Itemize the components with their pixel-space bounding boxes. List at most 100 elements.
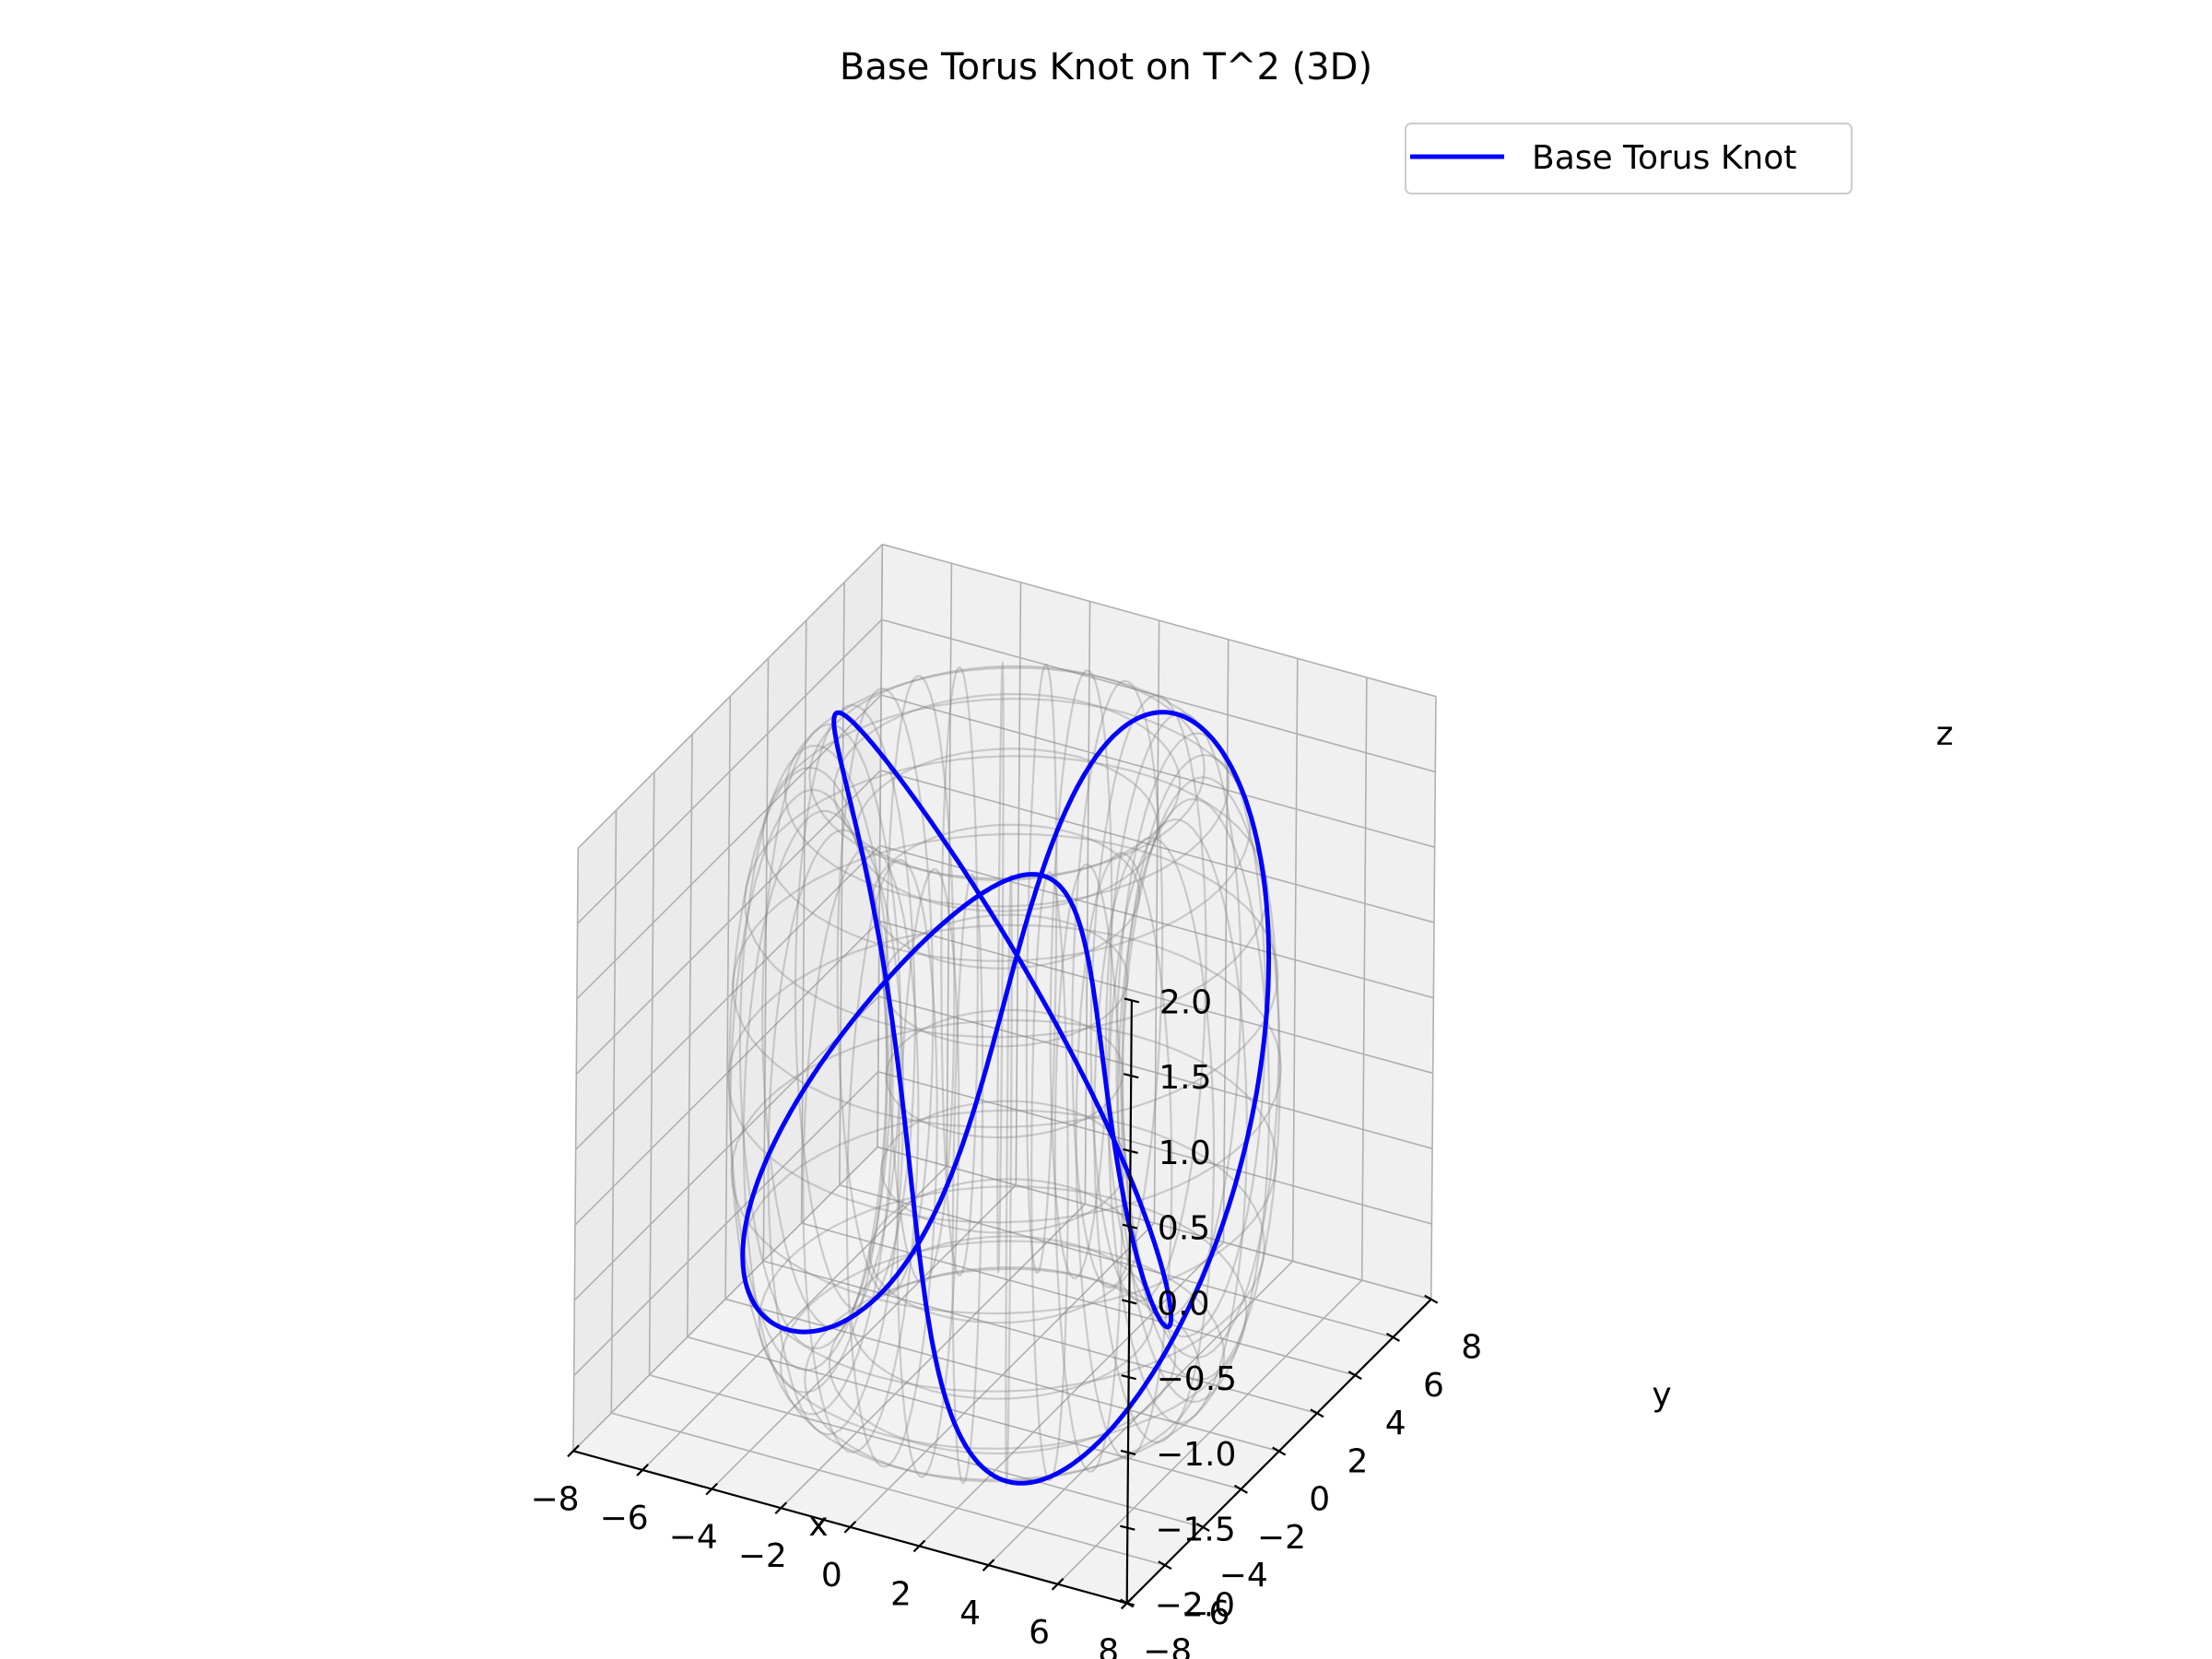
z-gridline-back [880,770,1435,924]
torus-parallel [740,1109,1266,1393]
z-tick [1121,1374,1136,1381]
torus-parallel [761,698,1252,962]
y-tick-label: −2 [1257,1519,1306,1557]
z-axis-label: z [1936,715,1954,753]
torus-meridian [802,845,920,1453]
torus-meridian [794,703,916,1312]
torus-knot-series [740,710,1272,1486]
torus-parallel [885,1008,1124,1139]
torus-meridian [1030,871,1069,1482]
y-gridline-floor [611,1412,1166,1566]
x-tick-label: 0 [821,1557,842,1594]
z-tick-label: 2.0 [1159,983,1212,1021]
z-gridline-side [575,844,881,1150]
torus-parallel [732,832,1279,1129]
z-tick [1122,1223,1138,1230]
x-tick-label: −2 [738,1537,787,1575]
torus-parallel [854,747,1159,912]
torus-parallel [850,1235,1155,1400]
z-gridline-back [877,1146,1431,1300]
torus-meridian [1005,873,1013,1488]
z-tick-label: −2.0 [1155,1586,1235,1624]
z-tick-label: 1.0 [1159,1135,1211,1172]
z-gridline-side [573,995,879,1301]
torus-parallel [743,755,1269,1039]
axis-lines [567,997,1439,1610]
y-tick-label: 8 [1461,1329,1482,1367]
torus-parallel [871,823,1141,970]
legend-label: Base Torus Knot [1532,139,1796,177]
z-tick-label: −1.0 [1156,1436,1236,1474]
z-tick [1120,1524,1135,1531]
z-gridline-side [577,543,883,849]
torus-meridian [1089,694,1207,1302]
y-tick-label: 4 [1385,1405,1406,1442]
torus-meridian [1025,664,1058,1275]
torus-meridian [886,675,956,1285]
x-tick-label: 6 [1029,1614,1050,1652]
y-tick [1272,1446,1287,1456]
x-tick [774,1501,788,1515]
z-gridline-back [882,543,1437,698]
x-tick-label: −4 [669,1519,718,1557]
torus-meridian [940,665,979,1277]
z-tick-label: 0.5 [1158,1210,1210,1248]
torus-meridian [1093,836,1216,1444]
z-gridline-side [576,694,882,1000]
z-gridline-back [881,618,1436,773]
y-axis-label: y [1652,1376,1671,1414]
torus-meridian [1075,851,1173,1461]
torus-meridian [728,766,888,1371]
x-tick [912,1539,926,1553]
x-tick-label: 4 [959,1594,981,1632]
z-tick [1123,1073,1139,1079]
torus-parallel [730,1018,1277,1315]
x-tick [982,1559,995,1571]
torus-meridian [742,809,894,1416]
legend-box [1405,123,1853,194]
torus-meridian [1071,679,1164,1289]
x-tick-label: −6 [600,1500,649,1537]
z-gridline-side [577,618,883,924]
y-tick [1424,1294,1439,1304]
x-tick [1051,1578,1065,1591]
y-tick-label: −4 [1219,1557,1268,1594]
y-tick [1158,1560,1172,1571]
y-tick [1347,1371,1362,1381]
x-tick-label: −8 [531,1480,580,1518]
z-gridline-side [574,920,880,1226]
y-gridline-floor [724,1298,1279,1453]
z-gridline-side [573,1071,879,1377]
torus-meridian [761,723,902,1329]
z-gridline-back [878,995,1433,1149]
y-tick-label: 6 [1423,1367,1444,1405]
y-gridline-floor [687,1335,1241,1490]
x-axis-label: x [808,1506,828,1544]
x-tick [705,1482,718,1496]
torus-parallel [727,924,1282,1224]
y-gridline-floor [763,1260,1318,1415]
torus-meridian [1053,863,1124,1473]
torus-meridian [836,687,935,1297]
y-tick [1310,1408,1324,1418]
torus-parallel [868,1178,1138,1324]
y-tick-label: 2 [1347,1442,1369,1480]
z-gridline-back [878,920,1433,1075]
z-tick [1120,1449,1136,1456]
y-gridline-floor [649,1374,1204,1528]
torus-wireframe [727,660,1282,1488]
y-tick [1385,1332,1401,1342]
z-tick [1123,1147,1138,1155]
z-gridline-side [575,770,881,1076]
y-tick-label: −6 [1181,1594,1230,1632]
x-tick-label: 2 [890,1576,912,1614]
x-tick [567,1444,580,1458]
z-tick [1119,1600,1135,1606]
y-tick [1233,1484,1249,1494]
z-gridline-back [880,694,1435,848]
y-tick-label: −8 [1143,1632,1192,1659]
x-tick [843,1521,857,1534]
z-tick-label: −0.5 [1157,1360,1237,1398]
z-gridline-back [879,844,1434,999]
